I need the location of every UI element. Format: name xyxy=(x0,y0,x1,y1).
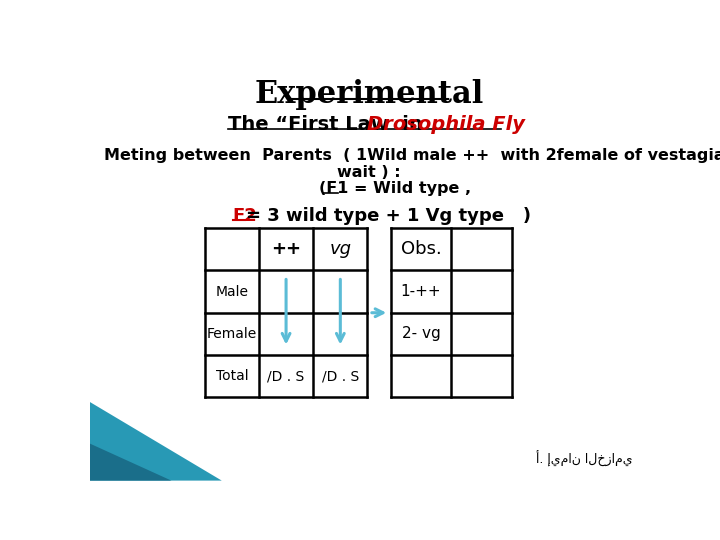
Text: (F1 = Wild type ,: (F1 = Wild type , xyxy=(319,181,471,196)
Text: Total: Total xyxy=(215,369,248,383)
Text: Experimental: Experimental xyxy=(254,78,484,110)
Text: Male: Male xyxy=(215,285,248,299)
Polygon shape xyxy=(90,444,171,481)
Text: ++: ++ xyxy=(271,240,301,258)
Text: Obs.: Obs. xyxy=(400,240,441,258)
Text: vg: vg xyxy=(329,240,351,258)
Text: wait ) :: wait ) : xyxy=(337,165,401,180)
Text: Meting between  Parents  ( 1Wild male ++  with 2female of vestagial wings (vg) ,: Meting between Parents ( 1Wild male ++ w… xyxy=(104,148,720,163)
Text: F2: F2 xyxy=(233,207,257,225)
Text: = 3 wild type + 1 Vg type   ): = 3 wild type + 1 Vg type ) xyxy=(246,207,531,225)
Text: /D . S: /D . S xyxy=(322,369,359,383)
Polygon shape xyxy=(90,402,222,481)
Text: 2- vg: 2- vg xyxy=(402,326,441,341)
Text: 1-++: 1-++ xyxy=(400,284,441,299)
Text: Female: Female xyxy=(207,327,257,341)
Text: /D . S: /D . S xyxy=(267,369,305,383)
Text: أ. إيمان الخزامي: أ. إيمان الخزامي xyxy=(536,451,632,467)
Text: The “First Law  in: The “First Law in xyxy=(228,116,429,134)
Text: Drosophila Fly: Drosophila Fly xyxy=(367,116,526,134)
